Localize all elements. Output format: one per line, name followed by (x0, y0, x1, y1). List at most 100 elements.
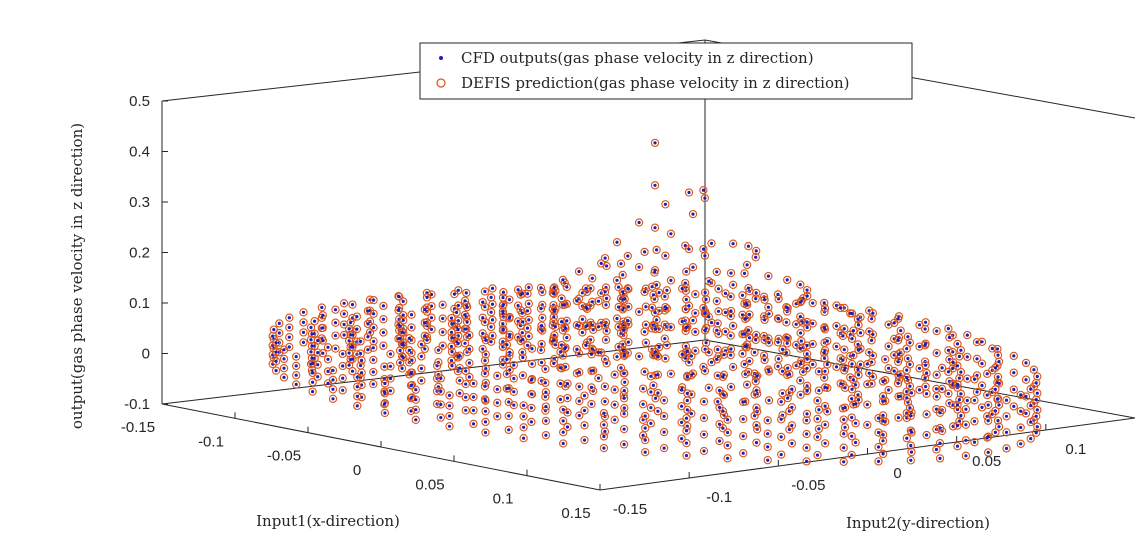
cfd-point (996, 397, 1000, 401)
defis-point (661, 354, 670, 363)
defis-point (777, 415, 786, 424)
cfd-point (1004, 446, 1009, 450)
cfd-point (871, 311, 875, 315)
cfd-point (850, 453, 854, 457)
defis-point (480, 369, 490, 378)
defis-point (405, 370, 414, 379)
defis-point (764, 367, 774, 376)
cfd-point (805, 343, 809, 348)
defis-point (650, 181, 660, 190)
cfd-point (516, 304, 520, 308)
defis-point (983, 390, 992, 400)
cfd-point (870, 338, 874, 342)
defis-point (823, 336, 832, 346)
defis-point (961, 451, 971, 460)
cfd-point (965, 377, 969, 381)
defis-point (313, 348, 322, 357)
cfd-point (887, 388, 891, 392)
cfd-point (917, 323, 922, 327)
defis-point (523, 323, 532, 333)
cfd-point (993, 366, 998, 370)
defis-point (691, 327, 700, 337)
defis-point (572, 345, 582, 354)
defis-point (447, 342, 456, 351)
cfd-point (935, 329, 939, 333)
cfd-point (1035, 425, 1039, 429)
cfd-point (754, 441, 759, 445)
defis-point (944, 389, 953, 398)
cfd-point (957, 354, 962, 359)
defis-point (661, 302, 670, 312)
defis-point (1009, 351, 1018, 361)
cfd-point (311, 361, 315, 366)
defis-point (486, 293, 496, 302)
defis-point (638, 400, 648, 409)
defis-point (699, 186, 708, 195)
cfd-point (925, 371, 929, 375)
defis-point (868, 309, 878, 318)
defis-point (902, 393, 911, 402)
cfd-point (326, 345, 330, 349)
cfd-point (400, 342, 404, 346)
cfd-point (1024, 394, 1028, 399)
defis-point (688, 316, 698, 325)
defis-point (723, 415, 732, 424)
cfd-point (449, 330, 454, 334)
defis-point (447, 319, 457, 329)
cfd-point (527, 334, 531, 338)
cfd-point (582, 394, 587, 398)
defis-point (562, 282, 571, 292)
cfd-point (552, 333, 556, 337)
cfd-point (615, 278, 619, 282)
cfd-point (669, 232, 673, 236)
defis-point (447, 313, 456, 323)
defis-point (588, 297, 597, 306)
defis-point (742, 260, 752, 270)
cfd-point (450, 322, 454, 326)
defis-point (518, 308, 527, 318)
defis-point (991, 385, 1000, 394)
defis-point (624, 337, 633, 347)
cfd-point (274, 359, 278, 363)
cfd-point (603, 323, 607, 328)
cfd-point (959, 348, 963, 352)
defis-point (1009, 385, 1018, 394)
cfd-point (805, 320, 809, 324)
cfd-point (359, 339, 363, 343)
cfd-point (726, 418, 730, 422)
cfd-point (465, 305, 469, 309)
defis-point (498, 319, 507, 328)
cfd-point (372, 312, 376, 316)
cfd-point (716, 374, 720, 378)
cfd-point (684, 344, 688, 348)
defis-point (739, 449, 748, 458)
cfd-point (842, 460, 846, 464)
defis-point (704, 312, 713, 321)
cfd-point (843, 406, 847, 410)
defis-point (619, 409, 629, 418)
cfd-point (743, 344, 747, 349)
defis-point (851, 399, 860, 409)
cfd-point (1019, 409, 1023, 413)
cfd-point (905, 436, 909, 440)
defis-point (820, 323, 829, 332)
defis-point (551, 322, 560, 331)
defis-point (751, 377, 760, 386)
defis-point (527, 344, 537, 353)
defis-point (649, 290, 658, 299)
cfd-point (311, 390, 315, 394)
defis-point (417, 340, 426, 349)
cfd-point (817, 369, 821, 374)
cfd-point (850, 434, 854, 438)
cfd-point (649, 374, 653, 378)
cfd-point (801, 370, 805, 374)
defis-point (650, 138, 660, 148)
cfd-point (565, 319, 569, 323)
defis-point (802, 416, 811, 425)
cfd-point (811, 362, 815, 366)
cfd-point (490, 302, 495, 306)
defis-point (589, 346, 598, 355)
cfd-point (938, 426, 942, 430)
defis-point (752, 386, 761, 395)
